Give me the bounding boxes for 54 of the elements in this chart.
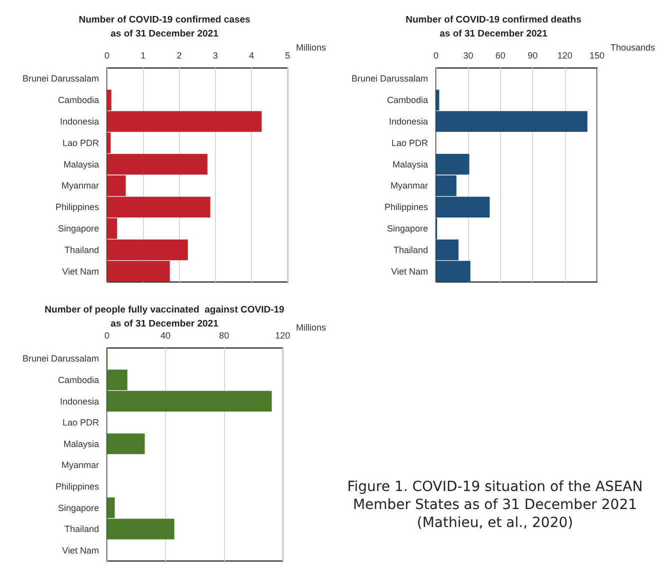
y-tick-label: Thailand bbox=[64, 524, 99, 534]
chart-title: Number of COVID-19 confirmed deaths as of 31 December 2021 bbox=[406, 14, 582, 40]
x-tick-label: 60 bbox=[495, 50, 506, 60]
y-tick-label: Myanmar bbox=[390, 180, 428, 191]
chart-title: Number of COVID-19 confirmed cases as of 31 December 2021 bbox=[78, 14, 250, 40]
x-tick-label: 4 bbox=[248, 50, 254, 60]
x-tick-label: 150 bbox=[590, 50, 605, 60]
y-tick-label: Singapore bbox=[58, 502, 99, 513]
y-tick-label: Malaysia bbox=[63, 438, 99, 449]
x-tick-label: 120 bbox=[275, 330, 290, 340]
x-tick-label: 40 bbox=[160, 330, 171, 340]
y-tick-label: Viet Nam bbox=[391, 266, 428, 276]
y-tick-label: Myanmar bbox=[61, 180, 99, 191]
y-tick-label: Cambodia bbox=[386, 95, 428, 106]
y-tick-label: Viet Nam bbox=[62, 266, 99, 276]
bar bbox=[107, 434, 145, 454]
x-tick-label: 5 bbox=[285, 50, 290, 60]
y-tick-label: Philippines bbox=[55, 481, 100, 492]
x-tick-label: 2 bbox=[176, 50, 182, 60]
x-tick-label: 80 bbox=[219, 330, 230, 340]
x-tick-label: 0 bbox=[104, 330, 110, 340]
y-tick-label: Lao PDR bbox=[62, 418, 100, 428]
x-tick-label: 90 bbox=[528, 50, 538, 60]
y-tick-label: Brunei Darussalam bbox=[22, 74, 99, 84]
x-tick-label: 120 bbox=[557, 50, 572, 60]
x-tick-label: 3 bbox=[212, 50, 218, 60]
x-axis-title: Millions bbox=[296, 322, 326, 332]
y-tick-label: Brunei Darussalam bbox=[22, 354, 99, 364]
y-tick-label: Malaysia bbox=[63, 159, 99, 170]
y-tick-label: Thailand bbox=[393, 244, 428, 255]
y-tick-label: Viet Nam bbox=[62, 545, 99, 556]
x-tick-label: 1 bbox=[140, 50, 146, 60]
y-tick-label: Singapore bbox=[386, 224, 428, 234]
y-tick-label: Thailand bbox=[64, 244, 99, 255]
y-tick-label: Singapore bbox=[58, 224, 99, 234]
y-tick-label: Lao PDR bbox=[391, 138, 428, 148]
y-tick-label: Lao PDR bbox=[62, 138, 100, 148]
caption: Figure 1. COVID-19 situation of the ASEAN Member States as of 31 December 2021 (Mathieu, et al., 2020) bbox=[346, 478, 644, 532]
x-tick-label: 30 bbox=[463, 50, 474, 60]
x-axis-title: Millions bbox=[296, 42, 326, 52]
y-tick-label: Indonesia bbox=[60, 116, 99, 126]
y-tick-label: Cambodia bbox=[58, 95, 99, 106]
y-tick-label: Indonesia bbox=[388, 116, 428, 126]
x-tick-label: 0 bbox=[433, 50, 439, 60]
y-tick-label: Malaysia bbox=[392, 159, 428, 170]
x-axis-title: Thousands bbox=[610, 42, 656, 52]
y-tick-label: Philippines bbox=[384, 202, 428, 212]
y-tick-label: Indonesia bbox=[60, 396, 99, 406]
y-tick-label: Brunei Darussalam bbox=[351, 74, 428, 84]
y-tick-label: Myanmar bbox=[61, 460, 99, 470]
y-tick-label: Cambodia bbox=[58, 374, 99, 385]
x-tick-label: 0 bbox=[104, 50, 110, 60]
chart-title: Number of people fully vaccinated against COVID-19 as of 31 December 2021 bbox=[44, 304, 284, 330]
y-tick-label: Philippines bbox=[55, 202, 100, 212]
